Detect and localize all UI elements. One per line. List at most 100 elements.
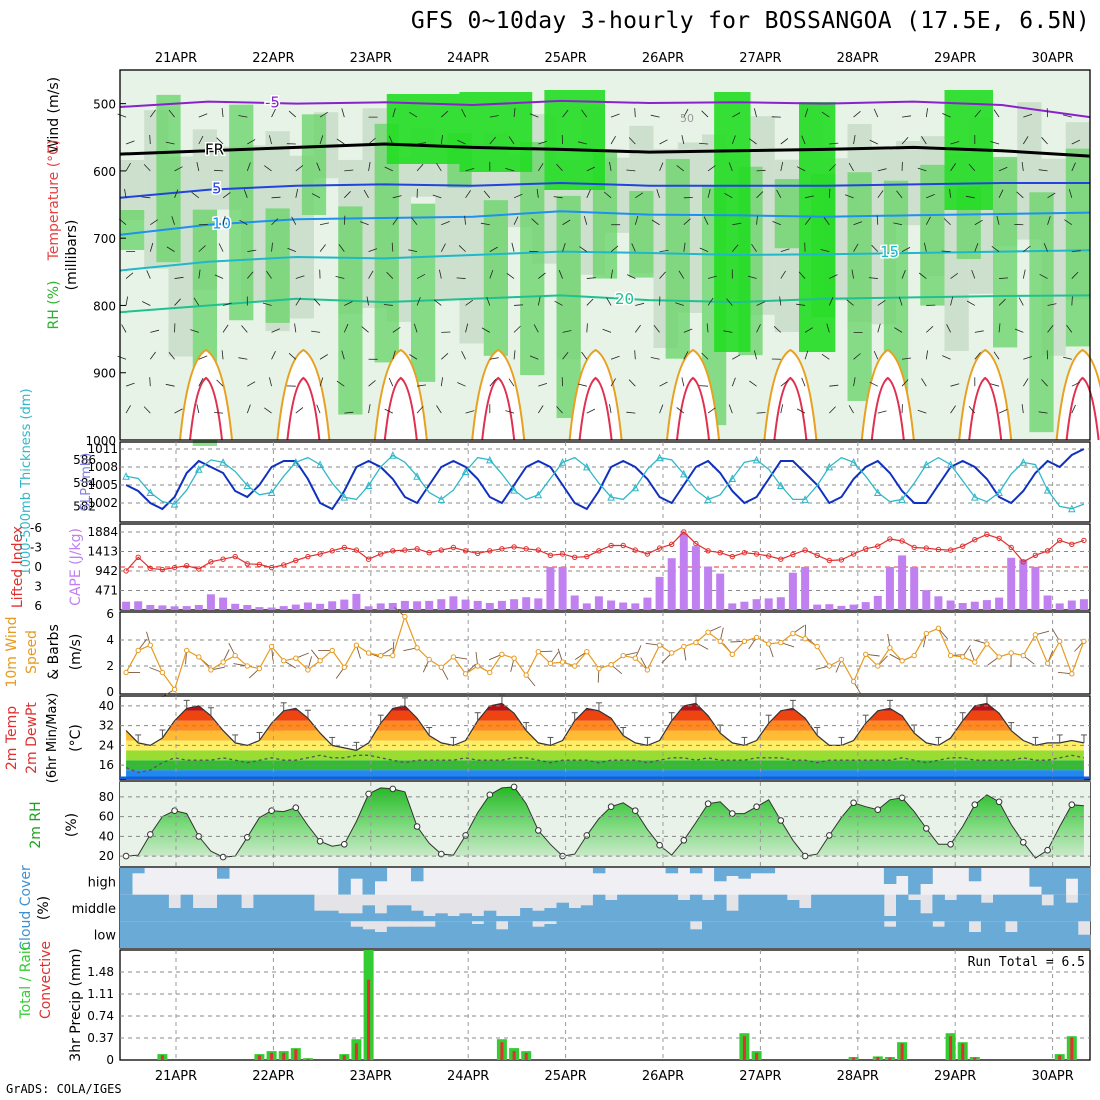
- cloud-cell: [435, 921, 448, 948]
- thickness-marker: [243, 481, 252, 489]
- rh-marker: [607, 803, 615, 811]
- cape-bar: [788, 572, 797, 610]
- lifted-index-marker: [232, 553, 238, 560]
- cloud-cell: [386, 905, 400, 922]
- cloud-cell: [847, 921, 860, 948]
- wind-barb: [998, 323, 1001, 333]
- wind-barb: [999, 277, 1009, 279]
- cloud-cell: [653, 921, 666, 948]
- wind-barb: [191, 191, 200, 199]
- wind-barb: [869, 381, 878, 387]
- wind-barb: [901, 379, 909, 387]
- cape-bar: [691, 546, 700, 610]
- wind-barb: [508, 136, 515, 145]
- wind-barb: [489, 136, 496, 145]
- cape-bar: [364, 606, 373, 610]
- wind-barb: [319, 111, 328, 118]
- wind-speed-marker: [426, 656, 432, 663]
- rh-shading-green: [156, 94, 181, 263]
- wind-barb: [409, 354, 418, 360]
- x-label-bottom: 29APR: [934, 1069, 976, 1084]
- wind-barb: [149, 377, 151, 387]
- cloud-cell: [896, 868, 909, 876]
- wind-barb: [941, 250, 951, 253]
- wind-barb: [626, 169, 636, 172]
- wind-barb: [562, 330, 572, 333]
- lifted-index-marker: [572, 554, 578, 560]
- wind-speed-marker: [135, 647, 141, 654]
- y-tick-slp: 1002: [87, 496, 118, 510]
- panel-slp-frame: [119, 441, 1091, 523]
- wind-barb: [707, 165, 716, 172]
- lifted-index-marker: [644, 551, 651, 557]
- cloud-cell: [714, 921, 727, 948]
- wind-barb: [877, 300, 886, 306]
- wind-barb: [780, 404, 784, 414]
- cloud-cell: [738, 921, 751, 948]
- wind-barb: [751, 243, 757, 252]
- lifted-index-marker: [171, 564, 178, 571]
- wind-barb: [650, 357, 660, 360]
- ylabel-cloud-units: (%): [36, 896, 52, 920]
- lifted-index-marker: [438, 547, 444, 553]
- wind-speed-marker: [414, 645, 420, 651]
- wind-speed-marker: [947, 652, 954, 659]
- wind-barb: [869, 139, 878, 145]
- wind-speed-marker: [208, 667, 214, 673]
- wind-barb: [581, 351, 588, 360]
- cloud-cell: [386, 926, 400, 948]
- wind-barb: [996, 215, 1000, 225]
- thickness-marker: [874, 488, 882, 496]
- wind-speed-marker: [317, 658, 323, 664]
- cloud-cell: [411, 868, 424, 882]
- thickness-marker: [1019, 458, 1028, 466]
- y-tick-lifted-index: -6: [30, 521, 42, 535]
- rh-marker: [995, 798, 1003, 806]
- cloud-cell: [968, 894, 982, 922]
- precip-convective-bar: [876, 1057, 880, 1060]
- lifted-index-marker: [826, 557, 832, 564]
- x-label-bottom: 22APR: [252, 1069, 294, 1084]
- y-tick-precip: 1.11: [87, 987, 114, 1001]
- wind-barb: [386, 271, 394, 279]
- wind-barb: [336, 138, 345, 145]
- y-tick-temp: 24: [99, 738, 114, 752]
- wind-barb: [440, 243, 446, 252]
- isotherm-hot-loop: [189, 376, 223, 441]
- y-tick-temp: 16: [99, 758, 114, 772]
- ylabel-lifted-index: Lifted Index: [10, 526, 26, 608]
- cloud-cell: [314, 921, 327, 948]
- y-tick-thickness: 586: [73, 453, 96, 467]
- x-label-top: 29APR: [934, 51, 976, 66]
- wind-barb: [853, 221, 863, 226]
- y-tick-precip: 0: [106, 1053, 114, 1067]
- cloud-cell: [762, 894, 776, 922]
- x-label-top: 26APR: [642, 51, 684, 66]
- cloud-cell: [229, 921, 242, 948]
- cape-bar: [461, 599, 470, 610]
- wind-barb: [921, 378, 927, 387]
- cloud-cell: [508, 921, 521, 948]
- cape-bar: [122, 601, 131, 610]
- cape-bar: [667, 558, 676, 610]
- ylabel-wind-units: (m/s): [68, 634, 84, 671]
- wind-barb: [513, 216, 519, 225]
- cloud-cell: [362, 905, 375, 922]
- wind-barb: [316, 162, 321, 172]
- wind-barb: [829, 142, 839, 145]
- wind-barb: [780, 138, 789, 145]
- cloud-cell: [617, 894, 630, 922]
- ylabel-2m-dewpt: 2m DewPt: [24, 702, 40, 774]
- cape-bar: [510, 599, 519, 610]
- cloud-cell: [762, 868, 776, 874]
- wind-barb: [804, 217, 811, 225]
- wind-barb: [749, 380, 757, 387]
- wind-barb: [776, 189, 782, 199]
- wind-barb: [732, 244, 739, 252]
- cape-bar: [970, 601, 979, 610]
- cape-bar: [801, 566, 810, 610]
- wind-barb: [149, 109, 156, 118]
- ylabel-minmax: (6hr Min/Max): [45, 693, 60, 783]
- cape-bar: [837, 605, 846, 610]
- wind-barb: [538, 272, 546, 279]
